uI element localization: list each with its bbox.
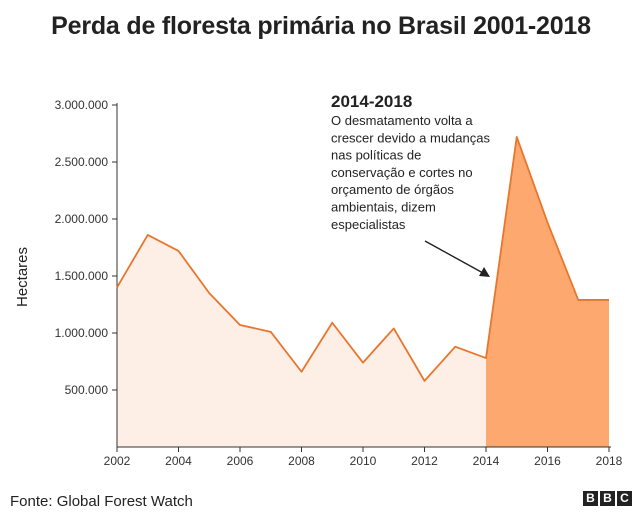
- annotation-arrow: [424, 240, 484, 274]
- x-tick-label: 2008: [288, 454, 315, 468]
- annotation-arrowhead: [479, 267, 490, 277]
- chart-title: Perda de floresta primária no Brasil 200…: [51, 12, 591, 40]
- x-tick-label: 2004: [165, 454, 192, 468]
- y-tick-label: 2.000.000: [55, 212, 109, 226]
- annotation-text-line: crescer devido a mudanças: [331, 130, 490, 145]
- x-tick-label: 2002: [104, 454, 131, 468]
- annotation-text-line: orçamento de órgãos: [331, 182, 454, 197]
- logo-letter: B: [583, 491, 598, 506]
- annotation-text-line: conservação e cortes no: [331, 165, 473, 180]
- x-tick-label: 2006: [227, 454, 254, 468]
- y-tick-label: 2.500.000: [55, 155, 109, 169]
- x-tick-label: 2016: [534, 454, 561, 468]
- annotation: 2014-2018 O desmatamento volta a crescer d…: [331, 92, 490, 277]
- annotation-text-line: especialistas: [331, 217, 406, 232]
- y-tick-label: 3.000.000: [55, 98, 109, 112]
- logo-letter: C: [617, 491, 632, 506]
- logo-letter: B: [600, 491, 615, 506]
- annotation-title: 2014-2018: [331, 92, 412, 111]
- x-tick-label: 2010: [350, 454, 377, 468]
- y-axis-label: Hectares: [14, 247, 31, 307]
- area-2014-2018-highlight: [486, 136, 609, 448]
- x-tick-label: 2018: [596, 454, 623, 468]
- source-note: Fonte: Global Forest Watch: [10, 493, 193, 510]
- x-tick-label: 2014: [473, 454, 500, 468]
- y-tick-label: 1.500.000: [55, 269, 109, 283]
- area-layer: [117, 136, 609, 448]
- axes: 500.000 1.000.000 1.500.000 2.000.000 2.500.…: [55, 98, 623, 468]
- y-tick-label: 500.000: [65, 383, 109, 397]
- y-tick-label: 1.000.000: [55, 326, 109, 340]
- annotation-text-line: ambientais, dizem: [331, 200, 436, 215]
- bbc-logo: B B C: [583, 491, 632, 506]
- area-2002-2014: [117, 234, 486, 447]
- annotation-text-line: O desmatamento volta a: [331, 113, 473, 128]
- x-tick-label: 2012: [411, 454, 438, 468]
- annotation-text-line: nas políticas de: [331, 148, 421, 163]
- line-layer: [116, 136, 609, 382]
- series-line: [116, 136, 609, 382]
